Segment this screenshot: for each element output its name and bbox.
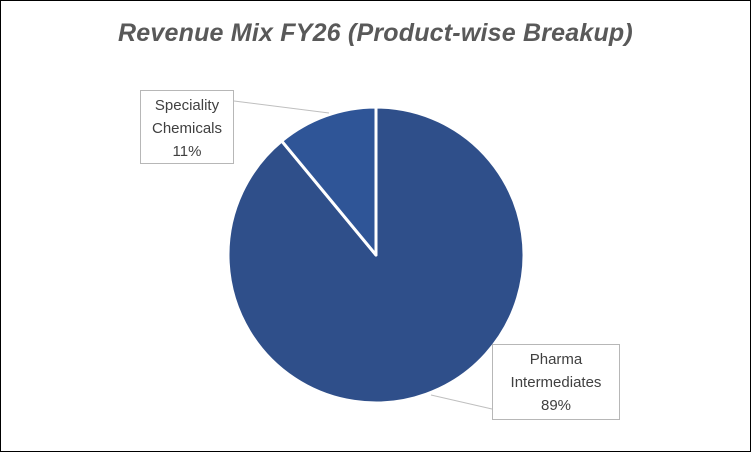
label-line: Chemicals xyxy=(151,120,223,137)
slice-speciality-chemicals xyxy=(280,105,378,257)
label-value: 89% xyxy=(540,397,572,414)
leader-line-pharma-intermediates xyxy=(430,394,493,410)
label-line: Speciality xyxy=(154,97,220,114)
leader-line-speciality-chemicals xyxy=(233,100,330,114)
chart-title: Revenue Mix FY26 (Product-wise Breakup) xyxy=(118,19,633,47)
label-value: 11% xyxy=(172,143,202,160)
data-label-speciality-chemicals: Speciality Chemicals 11% xyxy=(140,90,234,164)
label-line: Intermediates xyxy=(510,374,602,391)
data-label-pharma-intermediates: Pharma Intermediates 89% xyxy=(492,344,620,420)
label-line: Pharma xyxy=(529,351,583,368)
